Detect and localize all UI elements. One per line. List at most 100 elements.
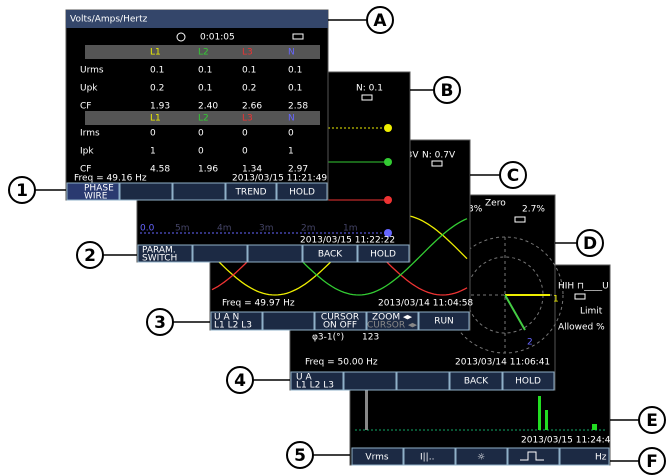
freq: Freq = 49.97 Hz [222,299,295,309]
softkey[interactable]: BACK [318,250,343,260]
table-cell: 0.1 [288,84,302,94]
value-right: 2.7% [522,205,545,215]
time-tick: 4m [217,224,232,234]
softkey[interactable]: ON OFF [323,321,357,331]
svg-text:☼: ☼ [477,453,485,463]
softkey[interactable]: CURSOR [321,313,359,323]
softkey[interactable]: U A N [214,313,239,323]
table-cell: 0.1 [198,66,212,76]
row-label: Ipk [80,147,94,157]
freq: Freq = 50.00 Hz [305,358,378,368]
callout-number: 4 [234,371,246,391]
softkey[interactable]: WIRE [84,192,108,202]
table-cell: 0 [288,129,294,139]
datetime: 2013/03/14 11:06:41 [455,358,550,368]
status: 0:01:05 [200,33,235,43]
table-cell: 0.2 [242,84,256,94]
callout-letter: B [441,81,454,101]
svg-text:HIH ⊓____U: HIH ⊓____U [558,282,609,292]
datetime: 2013/03/15 11:22:22 [300,236,395,246]
phase-header: L1 [150,114,161,124]
softkey[interactable]: L1 L2 L3 [296,381,334,391]
callout-letter: D [583,234,597,254]
table-cell: 2.97 [288,165,308,175]
row-label: CF [80,102,91,112]
table-cell: 0.1 [288,66,302,76]
callout-number: 2 [84,246,96,266]
time-tick: 1m [343,224,358,234]
vector-label: 2 [527,338,533,348]
softkey[interactable]: Hz [595,453,607,463]
softkey[interactable]: U A [296,373,312,383]
screen-title: Volts/Amps/Hertz [70,15,148,25]
time-tick: 5m [175,224,190,234]
callout-letter: F [646,452,658,472]
phase-header: L3 [242,114,253,124]
softkey[interactable]: CURSOR ◂▸ [367,321,418,331]
table-cell: 1.34 [242,165,262,175]
table-cell: 4.58 [150,165,170,175]
row-label: Upk [80,84,98,94]
table-cell: 1.93 [150,102,170,112]
callout-number: 3 [154,313,166,333]
time-tick: 3m [259,224,274,234]
phase-header: L1 [150,48,161,58]
phase-header: N [288,114,295,124]
neutral: N: 0.1 [356,84,383,94]
phase-header: L2 [198,48,209,58]
value-left: 3% [468,205,483,215]
callout-number: 1 [16,181,28,201]
time-tick: 2m [301,224,316,234]
allowed-label: Allowed % [558,323,605,333]
datetime: 2013/03/14 11:04:58 [378,299,473,309]
freq: Freq = 49.16 Hz [74,174,147,184]
row-label: CF [80,165,91,175]
table-cell: 1.96 [198,165,218,175]
softkey[interactable]: Vrms [365,453,388,463]
phase-value: 123 [362,333,379,343]
table-cell: 0 [242,129,248,139]
origin: 0.0 [140,224,155,234]
table-cell: 0 [198,129,204,139]
table-cell: 0 [242,147,248,157]
table-cell: 0.1 [198,84,212,94]
softkey[interactable]: PARAM. [142,246,176,256]
softkey[interactable]: RUN [434,317,454,327]
table-cell: 2.66 [242,102,262,112]
zero-label: Zero [485,199,506,209]
softkey[interactable]: HOLD [370,250,396,260]
table-cell: 0 [198,147,204,157]
datetime: 2013/03/15 11:21:49 [232,174,327,184]
softkey[interactable]: L1 L2 L3 [214,321,252,331]
softkey[interactable]: HOLD [289,188,315,198]
svg-text:I||..: I||.. [420,453,434,463]
phase-header: N [288,48,295,58]
table-cell: 0.1 [242,66,256,76]
table-cell: 0.2 [150,84,164,94]
table-cell: 2.40 [198,102,218,112]
softkey[interactable]: ZOOM ◂▸ [372,313,412,323]
phase-label: φ3-1(°) [312,333,344,343]
table-cell: 1 [150,147,156,157]
callout-number: 5 [294,446,306,466]
softkey[interactable]: BACK [464,377,489,387]
table-cell: 1 [288,147,294,157]
softkey[interactable]: TREND [234,188,266,198]
callouts: A B C D E F 1 2 3 4 5 [8,6,666,475]
softkey[interactable]: SWITCH [142,254,177,264]
limit-label: Limit [580,307,603,317]
softkey[interactable]: HOLD [515,377,541,387]
row-label: Irms [80,129,100,139]
screen-a: Volts/Amps/Hertz 0:01:05 Freq = 49.16 Hz… [65,9,329,202]
neutral: N: 0.7V [422,151,456,161]
datetime: 2013/03/15 11:24:43 [521,436,616,446]
callout-letter: E [646,411,658,431]
table-cell: 0 [150,129,156,139]
softkey[interactable]: PHASE [84,184,114,194]
row-label: Urms [80,66,104,76]
table-cell: 0.1 [150,66,164,76]
callout-letter: A [373,11,387,31]
vector-label: 1 [553,295,559,305]
callout-letter: C [507,166,519,186]
